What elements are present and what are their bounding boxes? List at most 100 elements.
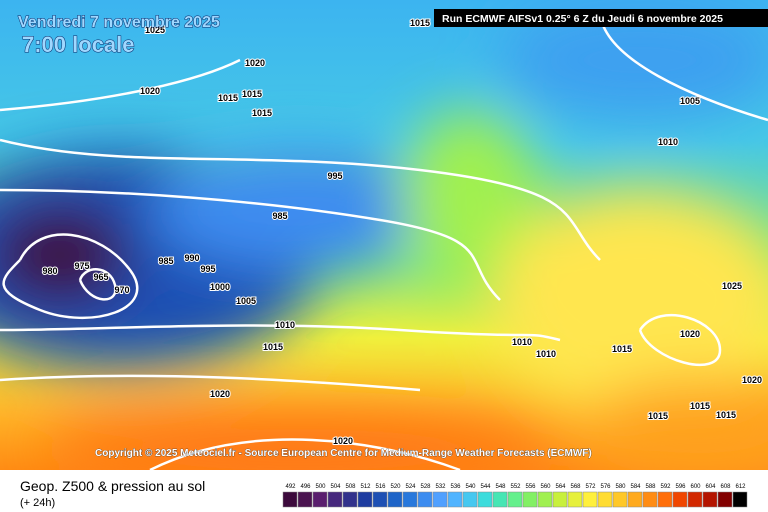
isobar-label: 1005 (236, 296, 256, 306)
isobars (0, 9, 768, 472)
legend-label: 540 (465, 484, 476, 490)
isobar-label: 1025 (722, 281, 742, 291)
legend-label: 548 (495, 484, 506, 490)
legend-swatch (732, 491, 748, 508)
legend-label: 516 (375, 484, 386, 490)
legend-label: 576 (600, 484, 611, 490)
legend-swatch (612, 491, 628, 508)
isobar-label: 1020 (333, 436, 353, 446)
legend-label: 596 (675, 484, 686, 490)
isobar-label: 980 (42, 266, 57, 276)
legend-swatch (627, 491, 643, 508)
isobar-label: 1015 (410, 18, 430, 28)
isobar-label: 990 (184, 253, 199, 263)
legend-label: 604 (705, 484, 716, 490)
isobar-label: 1015 (263, 342, 283, 352)
footer-title: Geop. Z500 & pression au sol (20, 478, 205, 494)
legend-label: 572 (585, 484, 596, 490)
legend: 492 496 500 504 508 512 516 520 524 528 532 536 540 5… (282, 484, 748, 508)
legend-swatch (462, 491, 478, 508)
legend-swatch (492, 491, 508, 508)
isobar-label: 1020 (245, 58, 265, 68)
isobar-label: 995 (200, 264, 215, 274)
legend-label: 544 (480, 484, 491, 490)
isobar-label: 975 (74, 261, 89, 271)
legend-label: 512 (360, 484, 371, 490)
legend-swatch (582, 491, 598, 508)
legend-swatch (297, 491, 313, 508)
isobar-label: 1005 (680, 96, 700, 106)
isobar-label: 985 (158, 256, 173, 266)
legend-swatch (402, 491, 418, 508)
isobar-label: 1020 (140, 86, 160, 96)
run-info: Run ECMWF AIFSv1 0.25° 6 Z du Jeudi 6 no… (442, 13, 723, 25)
legend-swatch (552, 491, 568, 508)
legend-swatch (717, 491, 733, 508)
time: 7:00 locale (22, 32, 135, 57)
legend-label: 500 (315, 484, 326, 490)
date: Vendredi 7 novembre 2025 (18, 14, 220, 31)
legend-swatch (312, 491, 328, 508)
legend-label: 580 (615, 484, 626, 490)
isobar-label: 1020 (210, 389, 230, 399)
legend-label: 564 (555, 484, 566, 490)
isobar-label: 1015 (648, 411, 668, 421)
legend-label: 528 (420, 484, 431, 490)
isobar-label: 1015 (252, 108, 272, 118)
legend-swatch (507, 491, 523, 508)
legend-label: 568 (570, 484, 581, 490)
legend-swatch (282, 491, 298, 508)
run-box (434, 9, 768, 27)
legend-label: 560 (540, 484, 551, 490)
isobar-label: 1015 (242, 89, 262, 99)
legend-label: 524 (405, 484, 416, 490)
isobar-label: 1025 (145, 25, 165, 35)
copyright: Copyright © 2025 Meteociel.fr - Source E… (95, 448, 592, 459)
footer-lead: (+ 24h) (20, 497, 55, 509)
legend-label: 592 (660, 484, 671, 490)
isobar-label: 1015 (218, 93, 238, 103)
legend-swatch (522, 491, 538, 508)
legend-swatch (327, 491, 343, 508)
legend-swatch (357, 491, 373, 508)
legend-label: 492 (285, 484, 296, 490)
legend-swatch (477, 491, 493, 508)
field (0, 0, 768, 490)
legend-swatch (417, 491, 433, 508)
legend-swatch (567, 491, 583, 508)
isobar-label: 1015 (612, 344, 632, 354)
legend-label: 612 (735, 484, 746, 490)
legend-label: 536 (450, 484, 461, 490)
isobar-label: 1020 (680, 329, 700, 339)
legend-label: 504 (330, 484, 341, 490)
legend-label: 608 (720, 484, 731, 490)
legend-swatch (672, 491, 688, 508)
legend-swatch (342, 491, 358, 508)
legend-label: 496 (300, 484, 311, 490)
legend-label: 520 (390, 484, 401, 490)
isobar-label: 1010 (275, 320, 295, 330)
isobar-label: 1000 (210, 282, 230, 292)
legend-swatch (387, 491, 403, 508)
isobar-label: 965 (93, 272, 108, 282)
isobar-label: 1010 (512, 337, 532, 347)
legend-label: 584 (630, 484, 641, 490)
isobar-label: 995 (327, 171, 342, 181)
isobar-label: 1015 (690, 401, 710, 411)
legend-label: 532 (435, 484, 446, 490)
legend-swatch (432, 491, 448, 508)
legend-label: 556 (525, 484, 536, 490)
isobar-label: 1010 (658, 137, 678, 147)
legend-label: 508 (345, 484, 356, 490)
isobar-label: 1020 (742, 375, 762, 385)
legend-swatch (537, 491, 553, 508)
legend-swatch (372, 491, 388, 508)
legend-swatch (657, 491, 673, 508)
isobar-label: 985 (272, 211, 287, 221)
legend-swatch (687, 491, 703, 508)
isobar-label: 1010 (536, 349, 556, 359)
legend-label: 588 (645, 484, 656, 490)
legend-label: 552 (510, 484, 521, 490)
legend-swatch (642, 491, 658, 508)
